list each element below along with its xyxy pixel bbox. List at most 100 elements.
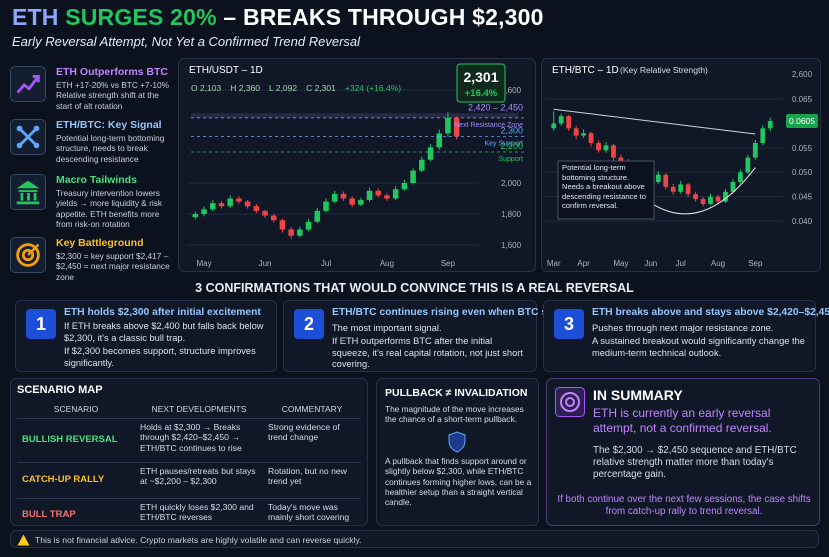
target-icon bbox=[555, 387, 585, 417]
candle-body bbox=[384, 195, 390, 199]
candle-body bbox=[573, 128, 579, 136]
price-change: +16.4% bbox=[465, 88, 498, 99]
table-cell: ETH pauses/retreats but stays at ~$2,200… bbox=[140, 465, 256, 487]
candle-body bbox=[685, 184, 691, 195]
annotation-text: Potential long-term bottoming structure.… bbox=[562, 163, 647, 211]
icon bbox=[10, 119, 46, 155]
item-title: ETH Outperforms BTC bbox=[56, 66, 169, 78]
candle-body bbox=[192, 214, 199, 218]
candle-body bbox=[218, 203, 225, 207]
chart-panel: 1,600 1,800 2,000 2,600 May Jun Jul Aug Sep ETH/U… bbox=[178, 58, 536, 272]
table-row: BULL TRAP ETH quickly loses $2,300 and ET… bbox=[17, 499, 361, 533]
title-part: – BREAKS THROUGH $2,300 bbox=[223, 4, 544, 30]
price-tag-label: 0.0605 bbox=[789, 116, 815, 126]
item-text: Potential long-term bottoming structure,… bbox=[56, 133, 165, 164]
candle-body bbox=[253, 206, 260, 211]
icon bbox=[10, 174, 46, 210]
y-tick-label: 0.045 bbox=[792, 193, 813, 202]
table-cell: Today's move was mainly short covering bbox=[268, 501, 350, 523]
y-tick-label: 2,000 bbox=[501, 179, 522, 188]
confirmation-title: ETH/BTC continues rising even when BTC s… bbox=[332, 307, 588, 318]
price-tag bbox=[786, 114, 818, 128]
summary-box: IN SUMMARY ETH is currently an early rev… bbox=[546, 378, 820, 526]
candle-body bbox=[209, 203, 216, 210]
title-part: ETH bbox=[12, 4, 59, 30]
candle-body bbox=[670, 186, 676, 192]
header-cell: SCENARIO bbox=[53, 404, 99, 414]
y-tick-label: 0.055 bbox=[792, 144, 813, 153]
candle-body bbox=[201, 209, 207, 214]
x-tick-label: Aug bbox=[711, 259, 725, 268]
candle-body bbox=[427, 147, 434, 160]
table-header: SCENARIO NEXT DEVELOPMENTS COMMENTARY bbox=[17, 401, 361, 419]
candle-body bbox=[270, 215, 277, 221]
candle-body bbox=[244, 201, 251, 207]
candle-body bbox=[288, 229, 294, 236]
scenario-name: BULLISH REVERSAL bbox=[22, 433, 118, 445]
candle-body bbox=[730, 182, 736, 192]
candle-body bbox=[596, 142, 601, 151]
confirmation-title: ETH holds $2,300 after initial excitemen… bbox=[64, 307, 261, 318]
x-tick-label: Sep bbox=[441, 259, 456, 268]
title-part: SURGES 20% bbox=[65, 4, 217, 30]
candle-body bbox=[262, 210, 268, 216]
candle-body bbox=[566, 116, 572, 129]
candle-body bbox=[767, 121, 773, 129]
candle-body bbox=[738, 172, 743, 182]
chart-panel: 0.040 0.045 0.050 0.055 0.065 Mar Apr May Jun Jul… bbox=[541, 58, 821, 272]
x-tick-label: Sep bbox=[748, 259, 763, 268]
pullback-text: A pullback that finds support around or … bbox=[385, 456, 532, 508]
header-cell: COMMENTARY bbox=[281, 404, 343, 414]
disclaimer: This is not financial advice. Crypto mar… bbox=[10, 530, 819, 548]
ohlc-value: +324 (+16.4%) bbox=[345, 83, 401, 93]
item-title: ETH/BTC: Key Signal bbox=[56, 119, 162, 131]
price-box bbox=[456, 63, 506, 103]
confirmation-text: A sustained breakout would significantly… bbox=[592, 336, 805, 358]
section-heading: 3 CONFIRMATIONS THAT WOULD CONVINCE THIS… bbox=[195, 281, 634, 295]
sidebar-item: Key Battleground $2,300 = key support $2… bbox=[10, 237, 175, 295]
chart-subtitle: (Key Relative Strength) bbox=[620, 65, 708, 75]
x-tick-label: Aug bbox=[380, 259, 394, 268]
x-tick-label: Jun bbox=[644, 259, 657, 268]
table-row: BULLISH REVERSAL Holds at $2,300 → Breaks… bbox=[17, 419, 361, 463]
candle-body bbox=[752, 142, 758, 158]
annotation: Potential long-term bottoming structure.… bbox=[562, 163, 647, 211]
icon bbox=[10, 66, 46, 102]
candle-body bbox=[279, 220, 286, 230]
scenario-title: SCENARIO MAP bbox=[17, 384, 103, 396]
y-tick-label: 1,600 bbox=[501, 241, 522, 250]
x-tick-label: Jul bbox=[321, 259, 331, 268]
scenario-map: SCENARIO MAP SCENARIO NEXT DEVELOPMENTS CO… bbox=[10, 378, 368, 526]
confirmation: 1 ETH holds $2,300 after initial excitem… bbox=[15, 300, 277, 372]
confirmation-text: If $2,300 becomes support, structure imp… bbox=[64, 346, 256, 368]
candle-body bbox=[392, 189, 399, 199]
level-note: Next Resistance Zone bbox=[454, 122, 523, 129]
pullback-text: The magnitude of the move increases the … bbox=[385, 404, 524, 425]
pullback-box: PULLBACK ≠ INVALIDATION The magnitude of… bbox=[376, 378, 539, 526]
annotation-box bbox=[557, 160, 655, 220]
table-cell: Rotation, but no new trend yet bbox=[268, 465, 347, 487]
candle-body bbox=[410, 170, 416, 183]
x-tick-label: Apr bbox=[577, 259, 590, 268]
candle-body bbox=[693, 194, 698, 200]
confirmation: 3 ETH breaks above and stays above $2,42… bbox=[543, 300, 829, 372]
summary-text: The $2,300 → $2,450 sequence and ETH/BTC… bbox=[593, 445, 797, 480]
confirmation-title: ETH breaks above and stays above $2,420–… bbox=[592, 307, 829, 318]
x-tick-label: May bbox=[197, 259, 212, 268]
disclaimer-text: This is not financial advice. Crypto mar… bbox=[35, 535, 362, 545]
item-text: Treasury intervention lowers yields → mo… bbox=[56, 188, 163, 229]
summary-highlight: ETH is currently an early reversal attem… bbox=[593, 406, 772, 435]
x-tick-label: Mar bbox=[547, 259, 561, 268]
subtitle: Early Reversal Attempt, Not Yet a Confir… bbox=[12, 34, 361, 49]
candle-body bbox=[305, 221, 312, 230]
confirmation-text: If ETH breaks above $2,400 but falls bac… bbox=[64, 321, 264, 343]
chart: 0.040 0.045 0.050 0.055 0.065 Mar Apr May Jun Jul… bbox=[546, 65, 818, 268]
confirmation: 2 ETH/BTC continues rising even when BTC… bbox=[283, 300, 588, 372]
candle-body bbox=[453, 117, 460, 137]
candle-body bbox=[401, 183, 408, 190]
chart: 1,600 1,800 2,000 2,600 May Jun Jul Aug Sep ETH/U… bbox=[187, 63, 524, 268]
summary-conclusion: If both continue over the next few sessi… bbox=[557, 494, 811, 517]
x-tick-label: Jul bbox=[676, 259, 686, 268]
x-tick-label: May bbox=[613, 259, 628, 268]
